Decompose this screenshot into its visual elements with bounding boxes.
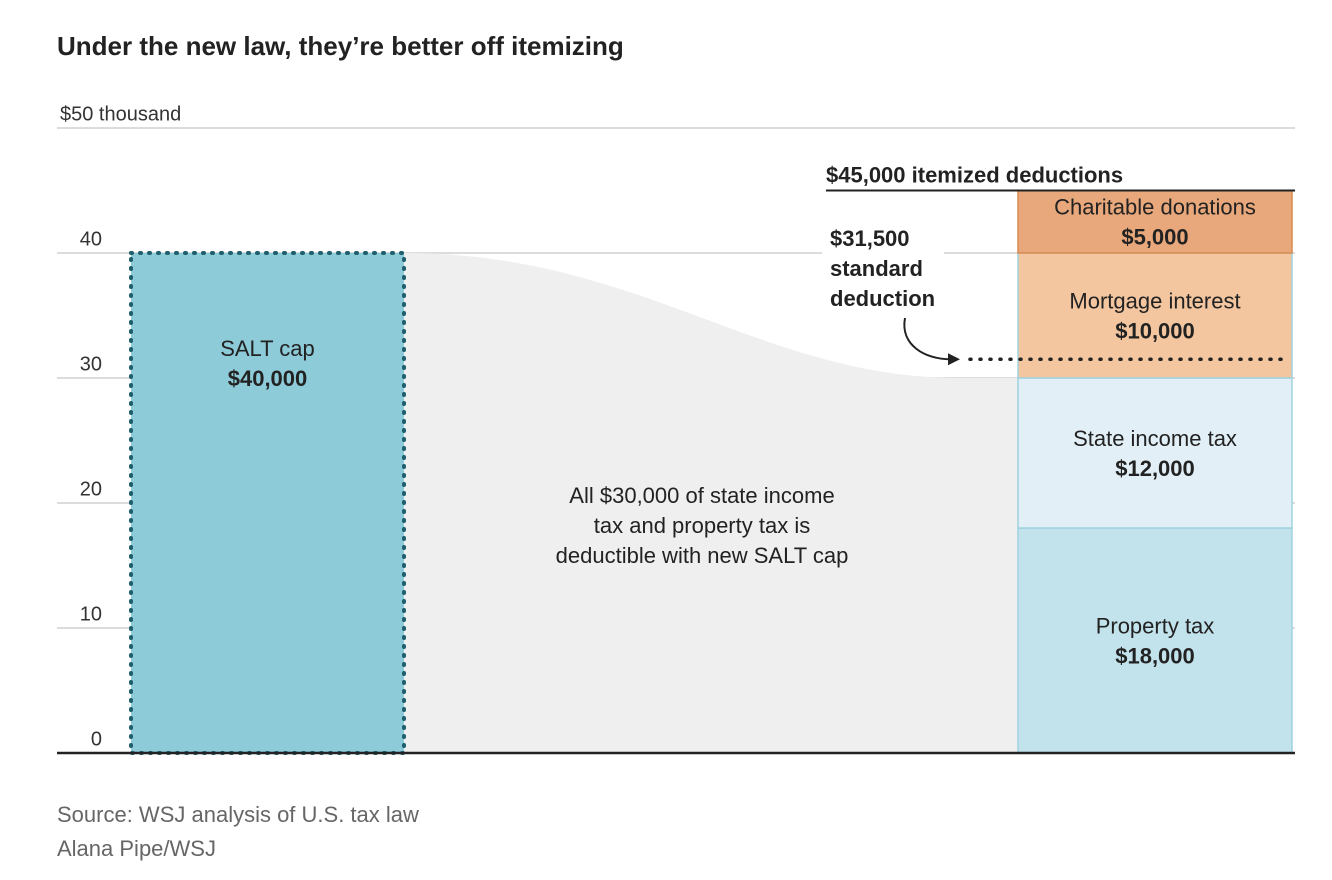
bar (129, 251, 406, 755)
standard-deduction-label: deduction (830, 286, 935, 311)
value-label: $5,000 (1121, 225, 1188, 250)
value-label: $10,000 (1115, 318, 1195, 343)
segment-name: State income tax (1073, 426, 1237, 451)
value-label: $18,000 (1115, 643, 1195, 668)
value-label: $12,000 (1115, 456, 1195, 481)
chart-title: Under the new law, they’re better off it… (57, 31, 624, 61)
segment-name: SALT cap (220, 336, 315, 361)
value-label: $40,000 (228, 366, 308, 391)
bar (1017, 527, 1293, 754)
y-tick-label: 0 (91, 728, 102, 750)
y-tick-label: 40 (80, 228, 102, 250)
y-tick-label: 10 (80, 603, 102, 625)
annotation: All $30,000 of state income (569, 483, 834, 508)
itemized-label: $45,000 itemized deductions (826, 162, 1123, 187)
annotation: tax and property tax is (594, 513, 810, 538)
label-bg (822, 224, 944, 316)
y-tick-label: 20 (80, 478, 102, 500)
segment-name: Property tax (1096, 613, 1215, 638)
annotation-bg (524, 478, 880, 578)
standard-deduction-label: $31,500 (830, 226, 910, 251)
bar (1017, 189, 1293, 254)
y-tick-label: $50 thousand (60, 103, 181, 125)
segment-name: Mortgage interest (1069, 288, 1240, 313)
arrow (903, 317, 951, 361)
annotation: deductible with new SALT cap (556, 543, 849, 568)
y-tick-label: 30 (80, 353, 102, 375)
credit: Alana Pipe/WSJ (57, 836, 216, 861)
bar (1017, 377, 1293, 529)
source: Source: WSJ analysis of U.S. tax law (57, 802, 419, 827)
arrowhead (948, 353, 960, 366)
segment-name: Charitable donations (1054, 195, 1256, 220)
standard-deduction-label: standard (830, 256, 923, 281)
